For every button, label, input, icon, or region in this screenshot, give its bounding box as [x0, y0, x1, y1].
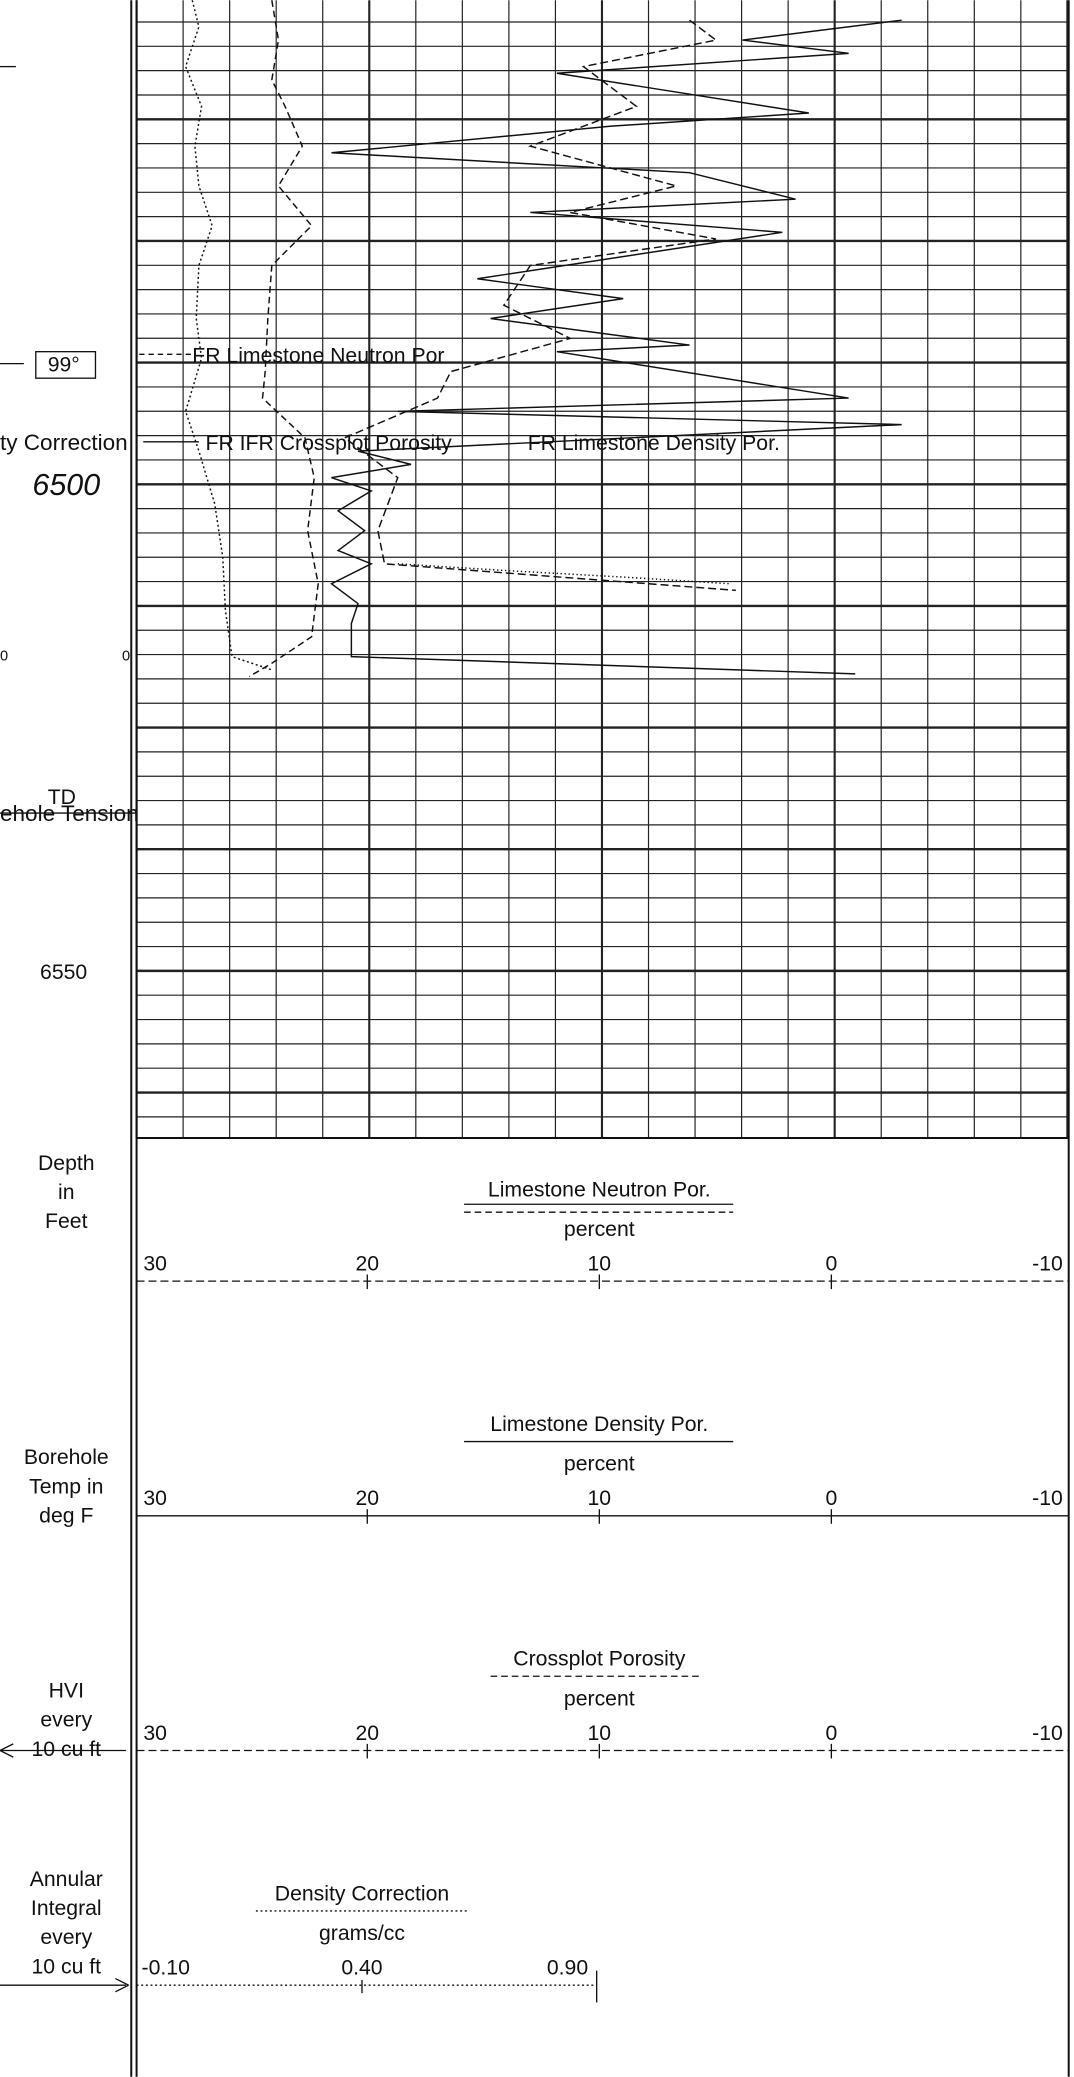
- temp-box: [35, 351, 97, 379]
- dotted-curve: [184, 0, 273, 671]
- scale-unit: percent: [564, 1218, 635, 1241]
- dashed-curve: [248, 0, 319, 678]
- scale-tick-label: -10: [1032, 1487, 1063, 1510]
- scale-unit: percent: [564, 1453, 635, 1476]
- scale-unit: percent: [564, 1687, 635, 1710]
- scale-tick-label: 10: [588, 1722, 612, 1745]
- scale-tick-label: 0: [825, 1722, 837, 1745]
- curve-label: FR Limestone Neutron Por: [192, 344, 444, 367]
- solid-curve: [330, 19, 902, 675]
- zero: 0: [0, 649, 8, 665]
- scale-tick-label: 30: [143, 1487, 167, 1510]
- curve-name: ty Correction: [0, 430, 128, 455]
- grid: [135, 0, 1069, 1138]
- curve-label: FR IFR Crossplot Porosity: [206, 432, 453, 455]
- scale-name: Limestone Density Por.: [490, 1413, 708, 1436]
- header-text: in: [58, 1181, 75, 1204]
- scale-tick-label: -0.10: [142, 1957, 190, 1980]
- header-text: Integral: [31, 1897, 102, 1920]
- header-text: Feet: [45, 1210, 88, 1233]
- header-text: Borehole: [24, 1446, 109, 1469]
- header-text: every: [40, 1926, 92, 1949]
- scale-tick-label: 0: [825, 1253, 837, 1276]
- header-text: Depth: [38, 1152, 95, 1175]
- depth-label: 6550: [40, 961, 87, 984]
- scale-tick-label: 20: [355, 1253, 379, 1276]
- scale-tick-label: 0.90: [547, 1957, 588, 1980]
- scale-name: Density Correction: [275, 1882, 449, 1905]
- arrow-head: [115, 1977, 129, 1993]
- curves: [184, 0, 902, 678]
- header-text: Annular: [30, 1868, 103, 1891]
- scale-tick-label: 30: [143, 1253, 167, 1276]
- header-text: deg F: [39, 1504, 93, 1527]
- header-text: every: [40, 1709, 92, 1732]
- scale-tick-label: 20: [355, 1487, 379, 1510]
- scale-tick-label: 10: [588, 1487, 612, 1510]
- scale-tick-label: 0.40: [341, 1957, 382, 1980]
- header-text: Temp in: [29, 1475, 103, 1498]
- header-text: 10 cu ft: [32, 1738, 102, 1761]
- temperature: 99°: [48, 354, 80, 377]
- scale-tick-label: 20: [355, 1722, 379, 1745]
- header: Depth in Feet Borehole Temp in deg F HVI every 1…: [24, 1152, 1063, 1980]
- td: TD: [48, 786, 76, 809]
- header-text: HVI: [49, 1679, 84, 1702]
- zero: 0: [122, 649, 130, 665]
- tension: ehole Tension: [0, 801, 139, 826]
- header-text: 10 cu ft: [32, 1955, 102, 1978]
- scale-tick-label: 10: [588, 1253, 612, 1276]
- arrow-head: [0, 1743, 14, 1758]
- scale-name: Crossplot Porosity: [513, 1648, 685, 1671]
- scale-tick-label: 0: [825, 1487, 837, 1510]
- scale-tick-label: -10: [1032, 1722, 1063, 1745]
- scale-unit: grams/cc: [319, 1922, 405, 1945]
- depth-label: 6500: [32, 468, 100, 502]
- scale-tick-label: -10: [1032, 1253, 1063, 1276]
- dashed-curve-2: [343, 19, 736, 592]
- curve-label: FR Limestone Density Por.: [528, 432, 780, 455]
- scale-tick-label: 30: [143, 1722, 167, 1745]
- scale-name: Limestone Neutron Por.: [488, 1178, 711, 1201]
- dotted-curve-2: [397, 563, 730, 585]
